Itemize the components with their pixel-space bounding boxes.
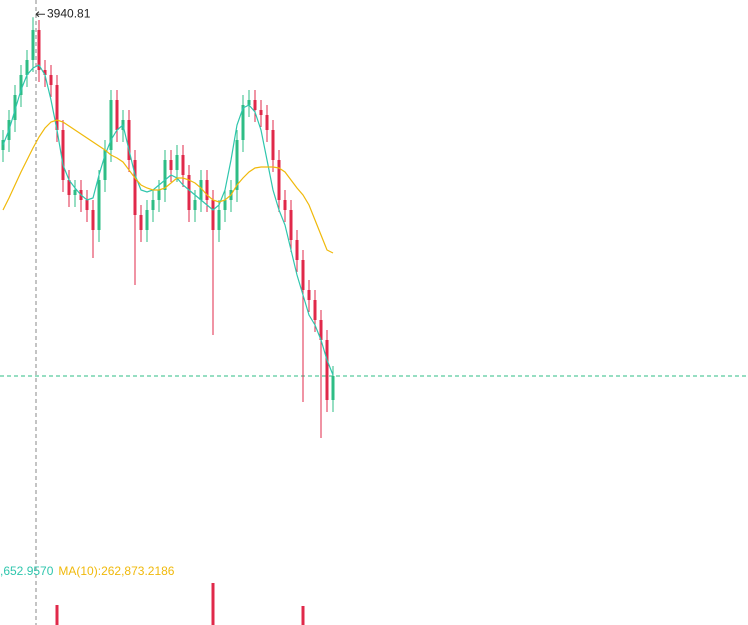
candle-body [91, 210, 95, 230]
candle-body [241, 105, 245, 140]
candle-body [205, 180, 209, 200]
candle-body [211, 200, 215, 230]
candle-body [43, 70, 47, 75]
candle-body [133, 160, 137, 215]
candle-body [247, 100, 251, 105]
candle-body [49, 75, 53, 85]
candle-body [31, 30, 35, 60]
candle-body [97, 180, 101, 230]
candle-body [157, 190, 161, 200]
candle-body [55, 85, 59, 130]
candle-body [37, 30, 41, 70]
volume-bar [211, 582, 215, 625]
candle-body [331, 376, 335, 400]
candle-body [223, 200, 227, 210]
candle-body [277, 160, 281, 200]
candle-body [145, 210, 149, 230]
candle-body [109, 100, 113, 150]
candle-body [85, 200, 89, 210]
candle-body [217, 210, 221, 230]
candle-body [175, 155, 179, 170]
candle-body [103, 150, 107, 180]
candle-body [73, 190, 77, 195]
candle-body [25, 60, 29, 75]
candle-body [19, 75, 23, 95]
candle-body [61, 130, 65, 180]
candle-body [259, 110, 263, 115]
candle-body [181, 155, 185, 175]
candle-body [151, 200, 155, 210]
candle-body [253, 100, 257, 110]
candle-body [187, 175, 191, 210]
candle-body [271, 130, 275, 160]
ma-line [2, 64, 334, 376]
candle-body [313, 300, 317, 320]
candle-body [115, 100, 119, 130]
candle-body [193, 200, 197, 210]
ma-line [2, 119, 334, 254]
candle-body [325, 340, 329, 400]
candle-body [307, 290, 311, 300]
candle-body [163, 160, 167, 190]
candle-body [283, 200, 287, 210]
candle-body [199, 180, 203, 200]
candle-body [127, 120, 131, 160]
high-label: 3940.81 [47, 6, 91, 20]
candle-body [301, 260, 305, 290]
high-arrow [35, 11, 45, 18]
candle-body [235, 140, 239, 190]
volume-bar [55, 605, 59, 625]
candle-body [319, 320, 323, 340]
candle-body [265, 115, 269, 130]
candle-body [67, 180, 71, 195]
volume-ma-label: ,652.9570 [0, 564, 54, 578]
candle-body [169, 160, 173, 170]
volume-ma-label: MA(10):262,873.2186 [58, 564, 174, 578]
candle-body [139, 215, 143, 230]
volume-bar [301, 605, 305, 625]
candle-body [295, 240, 299, 260]
candle-body [13, 95, 17, 120]
candle-body [289, 210, 293, 240]
